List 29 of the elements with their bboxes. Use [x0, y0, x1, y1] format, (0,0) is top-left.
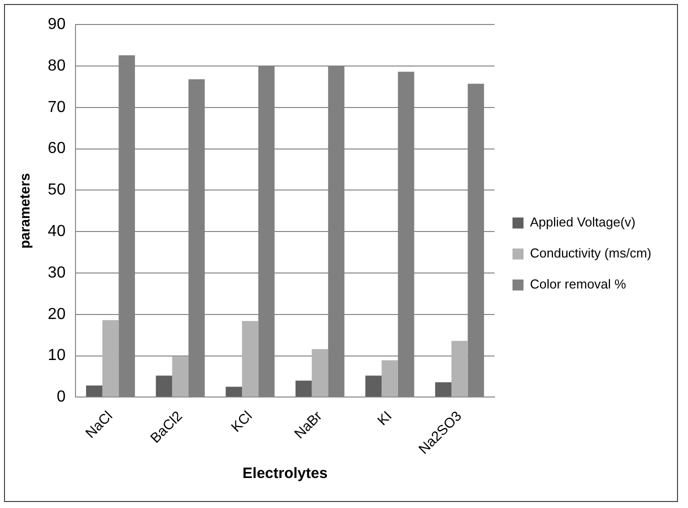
bar — [451, 340, 468, 397]
bar — [296, 380, 312, 397]
x-tick-label: KCl — [228, 408, 255, 435]
bar — [86, 386, 102, 397]
legend-label: Conductivity (ms/cm) — [530, 246, 652, 261]
bar — [435, 382, 452, 397]
legend-label: Applied Voltage(v) — [530, 214, 636, 230]
bar — [365, 376, 382, 397]
y-tick-label: 40 — [48, 222, 66, 240]
legend-label: Color removal % — [530, 276, 627, 292]
y-tick-label: 90 — [48, 16, 66, 34]
bar — [242, 320, 258, 397]
bar — [102, 320, 119, 397]
bar — [172, 356, 188, 397]
y-tick-label: 20 — [48, 306, 66, 323]
y-axis-title: parameters — [16, 172, 32, 249]
y-tick-label: 60 — [48, 140, 66, 158]
y-tick-label: 30 — [48, 264, 66, 282]
bar — [382, 360, 398, 397]
x-tick-label: KI — [374, 408, 395, 428]
y-tick-label: 0 — [56, 388, 66, 406]
y-tick-label: 80 — [48, 57, 66, 74]
x-axis-title: Electrolytes — [242, 465, 328, 482]
y-tick-label: 70 — [48, 98, 66, 116]
bar — [156, 376, 172, 397]
bar — [226, 386, 242, 397]
bar — [312, 349, 328, 397]
y-tick-label: 10 — [48, 347, 66, 364]
y-tick-label: 50 — [48, 182, 66, 199]
